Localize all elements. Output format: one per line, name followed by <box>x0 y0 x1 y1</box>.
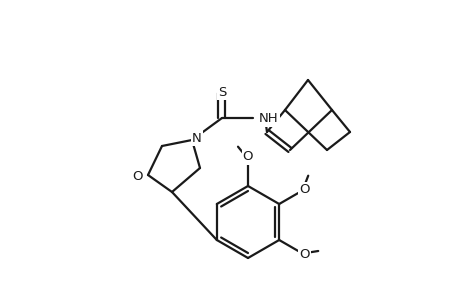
Text: S: S <box>218 85 226 98</box>
Text: N: N <box>192 131 202 145</box>
Text: O: O <box>298 248 309 261</box>
Text: NH: NH <box>258 112 278 125</box>
Text: O: O <box>242 151 253 164</box>
Text: O: O <box>133 170 143 184</box>
Text: O: O <box>298 183 309 196</box>
